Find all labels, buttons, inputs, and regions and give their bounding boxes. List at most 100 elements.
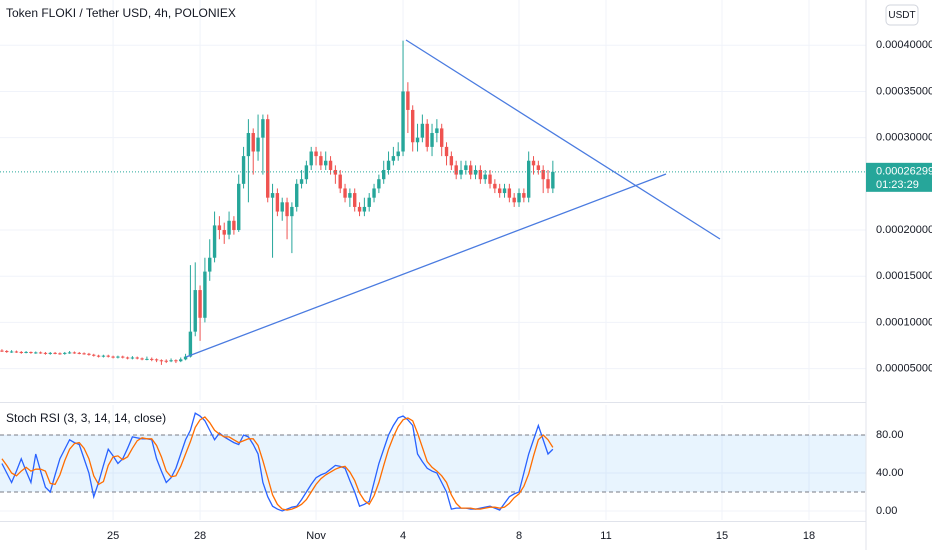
candle-body [270,193,275,198]
candle-body [77,352,81,354]
candle-body [38,352,43,354]
candle-body [106,355,110,357]
candle-body [232,220,236,231]
candle-body [275,193,280,212]
candle-body [420,123,425,138]
candle-body [299,179,304,184]
candle-body [43,352,48,354]
candle-body [551,171,555,189]
candle-body [512,197,516,203]
candle-body [386,160,391,170]
candle-body [140,358,144,360]
candle-body [125,357,130,359]
candle-body [135,357,139,359]
candle-body [53,352,57,354]
candle-body [338,174,342,189]
x-tick-label: 15 [716,530,728,542]
candle-body [295,183,299,207]
candle-body [96,355,101,357]
candle-body [546,179,550,189]
last-price-label: 0.00026299 [876,166,932,178]
candle-body [362,206,367,212]
candle-body [526,160,531,198]
candle-body [87,353,91,355]
candle-body [464,165,468,170]
candle-body [473,169,478,175]
candle-body [536,165,541,170]
candle-body [333,169,338,175]
candle-body [217,225,222,231]
candle-body [0,350,4,352]
candle-body [507,188,512,198]
candle-body [154,359,159,361]
candle-body [493,183,497,189]
candle-body [116,356,120,358]
candle-body [34,352,38,354]
candle-body [425,123,429,147]
countdown-label: 01:23:29 [876,179,919,191]
candle-body [449,156,454,166]
candle-body [280,202,284,212]
candle-body [212,225,217,258]
x-tick-label: 18 [803,530,815,542]
candle-body [29,351,33,353]
grid [0,0,866,520]
candle-body [14,351,19,353]
y-tick-label: 0.00 [876,505,897,517]
candle-body [406,91,410,110]
candle-body [468,165,473,175]
candle-body [63,352,67,354]
candle-body [198,290,202,318]
candle-body [266,119,270,198]
chart-title: Token FLOKI / Tether USD, 4h, POLONIEX [6,6,236,20]
candle-body [241,156,246,184]
candle-body [314,151,318,157]
candle-body [357,206,362,212]
indicator-title: Stoch RSI (3, 3, 14, 14, close) [6,411,166,425]
candle-body [222,230,226,235]
candle-body [396,151,400,157]
candle-body [48,352,52,354]
candle-body [319,156,323,166]
candle-body [415,137,420,143]
candle-body [179,359,183,362]
candle-body [382,169,386,180]
candle-body [478,169,483,180]
candle-body [483,174,487,180]
y-tick-label: 80.00 [876,429,904,441]
x-tick-label: 8 [516,530,522,542]
candle-body [439,128,444,147]
candle-body [208,257,212,272]
trend-line [185,173,667,358]
candle-body [72,352,77,354]
y-tick-label: 0.00035000 [876,85,932,97]
candle-body [411,109,415,143]
candle-body [377,179,381,189]
x-tick-label: 4 [400,530,406,542]
candle-body [101,355,106,357]
candle-body [444,146,449,157]
candle-body [150,358,154,360]
currency-box[interactable] [885,4,919,26]
y-tick-label: 0.00030000 [876,132,932,144]
currency[interactable]: USDT [888,10,915,21]
candle-body [343,188,347,198]
candle-body [401,91,405,152]
trend-line [405,39,721,240]
candle-body [372,188,376,198]
candle-body [121,356,125,358]
y-tick-label: 0.00015000 [876,270,932,282]
candle-body [285,202,289,217]
candle-body [5,351,9,353]
x-tick-label: 28 [194,530,206,542]
last-price-box [866,162,932,192]
band-fill [0,435,866,492]
candle-body [309,151,313,166]
y-tick-label: 0.00020000 [876,224,932,236]
candle-body [430,133,434,147]
candle-body [19,351,23,353]
candle-body [169,360,173,362]
candle-body [111,356,115,358]
candle-body [348,193,352,198]
